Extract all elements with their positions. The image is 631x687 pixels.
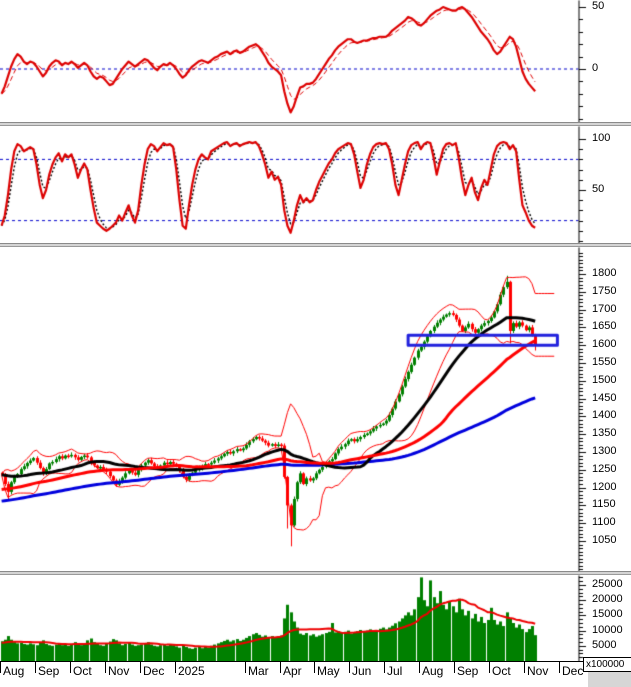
x-axis-label: Mar [248,664,269,678]
x-axis-label: May [317,664,340,678]
panel-splitter-3[interactable] [0,571,631,575]
x-axis-tick [524,662,525,673]
x-axis-label: Oct [492,664,511,678]
x-axis-label: Dec [143,664,165,678]
x-axis-tick [105,662,106,673]
x-axis-label: Dec [562,664,584,678]
x-axis-label: Jul [387,664,403,678]
panel-splitter-2[interactable] [0,243,631,247]
x-axis-tick [35,662,36,673]
stochastic-panel-canvas[interactable] [0,126,631,243]
x-axis-label: Aug [3,664,25,678]
x-axis-label: Sep [38,664,60,678]
x-axis-label: 2025 [178,664,205,678]
x-axis-tick [0,662,1,673]
x-axis: Aug Sep Oct Nov Dec 2025 Mar Apr May Jun Jul Aug Sep… [0,661,631,687]
x-axis-tick [280,662,281,673]
x-axis-tick [384,662,385,673]
x-axis-tick [559,662,560,673]
volume-panel-canvas[interactable] [0,575,631,661]
panel-splitter-1[interactable] [0,122,631,126]
x-axis-tick [489,662,490,673]
x-axis-label: Nov [527,664,549,678]
x-axis-tick [175,662,176,673]
x-axis-label: Jun [352,664,372,678]
x-axis-label: Oct [73,664,92,678]
x-axis-label: Sep [457,664,479,678]
x-axis-tick [140,662,141,673]
x-axis-tick [419,662,420,673]
volume-multiplier-badge: x100000 [583,657,631,672]
x-axis-tick [349,662,350,673]
x-axis-label: Nov [108,664,130,678]
x-axis-tick [245,662,246,673]
momentum-panel-canvas[interactable] [0,0,631,122]
x-axis-label: Apr [283,664,302,678]
x-axis-tick [70,662,71,673]
x-axis-tick [314,662,315,673]
x-axis-tick [454,662,455,673]
price-panel-canvas[interactable] [0,247,631,571]
x-axis-label: Aug [422,664,444,678]
